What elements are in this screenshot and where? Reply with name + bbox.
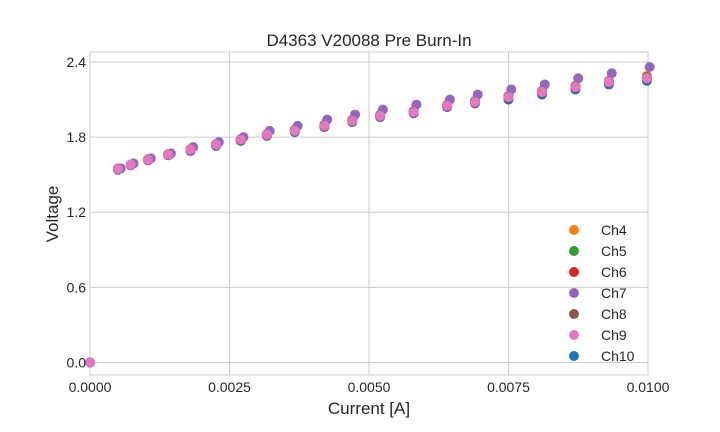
x-tick-label: 0.0075 <box>487 379 530 395</box>
series-ch6 <box>85 73 652 368</box>
legend-marker <box>569 225 579 235</box>
legend-marker <box>569 330 579 340</box>
data-points <box>85 62 655 368</box>
y-tick-label: 0.6 <box>67 279 87 295</box>
data-point-ch9 <box>143 154 154 165</box>
tick-labels: 0.0000 0.0025 0.0050 0.0075 0.0100 0.0 0.6 1.2 1… <box>67 54 670 395</box>
legend-label: Ch9 <box>601 327 627 343</box>
y-tick-label: 1.8 <box>67 129 87 145</box>
legend-item-ch7: Ch7 <box>569 285 627 301</box>
series-ch8 <box>85 72 652 368</box>
data-point-ch9 <box>112 163 123 174</box>
data-point-ch9 <box>261 129 272 140</box>
data-point-ch7 <box>573 73 584 84</box>
legend-label: Ch8 <box>601 306 627 322</box>
series-ch7 <box>85 62 655 368</box>
data-point-ch9 <box>211 139 222 150</box>
legend-marker <box>569 288 579 298</box>
legend-item-ch5: Ch5 <box>569 243 627 259</box>
data-point-ch9 <box>289 125 300 136</box>
chart-title: D4363 V20088 Pre Burn-In <box>266 31 471 50</box>
legend-label: Ch4 <box>601 222 627 238</box>
legend-item-ch10: Ch10 <box>569 348 635 364</box>
series-ch4 <box>85 70 652 368</box>
data-point-ch7 <box>539 79 550 90</box>
data-point-ch7 <box>506 84 517 95</box>
series-ch9 <box>85 73 652 368</box>
y-tick-label: 0.0 <box>67 354 87 370</box>
legend-label: Ch7 <box>601 285 627 301</box>
data-point-ch9 <box>163 149 174 160</box>
y-tick-label: 2.4 <box>67 54 87 70</box>
data-point-ch7 <box>411 99 422 110</box>
legend-item-ch8: Ch8 <box>569 306 627 322</box>
legend-item-ch6: Ch6 <box>569 264 627 280</box>
x-tick-label: 0.0000 <box>69 379 112 395</box>
data-point-ch9 <box>408 107 419 118</box>
x-tick-label: 0.0025 <box>208 379 251 395</box>
data-point-ch9 <box>570 82 581 93</box>
data-point-ch9 <box>235 134 246 145</box>
x-axis-label: Current [A] <box>328 399 410 418</box>
data-point-ch9 <box>442 100 453 111</box>
legend-label: Ch5 <box>601 243 627 259</box>
series-ch5 <box>85 72 652 368</box>
data-point-ch9 <box>641 73 652 84</box>
data-point-ch9 <box>85 357 95 368</box>
data-point-ch9 <box>125 159 136 170</box>
data-point-ch9 <box>347 115 358 126</box>
x-tick-label: 0.0050 <box>348 379 391 395</box>
legend-marker <box>569 246 579 256</box>
data-point-ch9 <box>603 77 614 88</box>
plot-area-frame <box>89 51 649 376</box>
data-point-ch9 <box>375 110 386 121</box>
y-tick-label: 1.2 <box>67 204 87 220</box>
grid <box>89 52 649 375</box>
data-point-ch7 <box>644 62 655 73</box>
data-point-ch7 <box>472 89 483 100</box>
y-axis-label: Voltage <box>43 186 62 243</box>
data-point-ch7 <box>606 68 617 79</box>
data-point-ch9 <box>536 87 547 98</box>
data-point-ch9 <box>185 144 196 155</box>
legend-marker <box>569 309 579 319</box>
data-point-ch9 <box>319 120 330 131</box>
legend-label: Ch6 <box>601 264 627 280</box>
legend-item-ch9: Ch9 <box>569 327 627 343</box>
series-ch10 <box>85 75 652 368</box>
legend-marker <box>569 351 579 361</box>
legend-item-ch4: Ch4 <box>569 222 627 238</box>
data-point-ch9 <box>470 97 481 108</box>
legend-marker <box>569 267 579 277</box>
legend: Ch4 Ch5 Ch6 Ch7 Ch8 Ch9 Ch10 <box>569 222 635 364</box>
x-tick-label: 0.0100 <box>627 379 670 395</box>
data-point-ch9 <box>503 92 514 103</box>
legend-label: Ch10 <box>601 348 635 364</box>
